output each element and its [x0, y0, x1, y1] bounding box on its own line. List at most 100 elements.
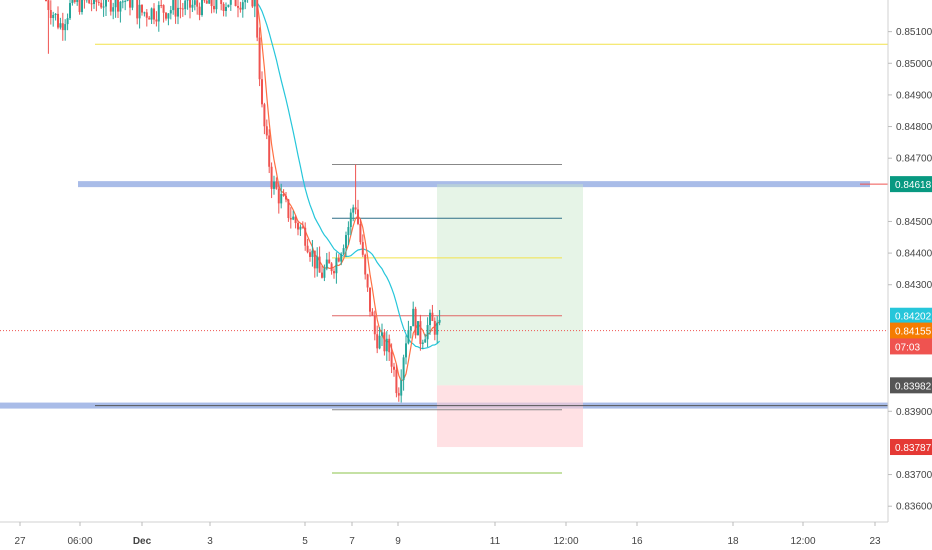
candle[interactable] [112, 2, 115, 20]
candle[interactable] [227, 4, 230, 8]
candle[interactable] [90, 0, 93, 12]
candle[interactable] [371, 308, 374, 316]
candle[interactable] [256, 0, 259, 42]
candle[interactable] [414, 306, 417, 339]
candle[interactable] [141, 4, 143, 16]
candle[interactable] [366, 273, 369, 292]
candle[interactable] [328, 251, 331, 264]
candle[interactable] [342, 244, 345, 256]
candle[interactable] [299, 224, 302, 236]
candle[interactable] [297, 220, 299, 236]
candle[interactable] [400, 369, 403, 403]
candle[interactable] [309, 248, 311, 262]
candle[interactable] [117, 0, 119, 19]
candle[interactable] [376, 325, 379, 354]
candle[interactable] [225, 2, 227, 17]
candle[interactable] [153, 3, 155, 25]
candle[interactable] [306, 238, 309, 254]
candle[interactable] [157, 1, 160, 32]
candle[interactable] [373, 310, 376, 341]
candle[interactable] [381, 323, 383, 347]
candle[interactable] [201, 0, 203, 17]
candle[interactable] [45, 0, 47, 2]
candle[interactable] [88, 0, 91, 4]
candle[interactable] [292, 210, 295, 221]
candle[interactable] [169, 5, 172, 20]
candle[interactable] [289, 207, 292, 229]
candle[interactable] [393, 362, 395, 377]
candle[interactable] [424, 333, 427, 343]
candle[interactable] [73, 0, 76, 4]
candle[interactable] [337, 254, 340, 263]
candle[interactable] [361, 234, 364, 258]
candle[interactable] [160, 0, 163, 9]
candle[interactable] [311, 239, 314, 267]
candle[interactable] [251, 0, 254, 8]
candle[interactable] [438, 310, 441, 326]
zone-resistance[interactable] [78, 181, 870, 188]
candle[interactable] [345, 231, 347, 258]
candle[interactable] [191, 0, 194, 12]
candle[interactable] [436, 316, 439, 344]
candle[interactable] [268, 129, 271, 174]
candle[interactable] [417, 320, 419, 336]
candle[interactable] [282, 189, 285, 197]
candle[interactable] [325, 252, 328, 271]
candle[interactable] [179, 0, 182, 19]
candle[interactable] [193, 0, 196, 11]
candle[interactable] [189, 0, 191, 19]
candle[interactable] [165, 12, 167, 21]
candle[interactable] [167, 13, 170, 26]
candle[interactable] [208, 0, 211, 4]
candle[interactable] [107, 0, 109, 2]
candle[interactable] [385, 331, 388, 361]
candle[interactable] [220, 0, 223, 11]
candle[interactable] [105, 0, 107, 17]
candle[interactable] [119, 0, 122, 23]
candle[interactable] [71, 0, 74, 6]
candle[interactable] [340, 252, 343, 266]
candle[interactable] [349, 208, 352, 236]
candle[interactable] [150, 7, 153, 25]
position-profit-zone[interactable] [437, 184, 583, 386]
candle[interactable] [109, 0, 112, 16]
candle[interactable] [54, 13, 57, 21]
candle[interactable] [76, 0, 79, 6]
candle[interactable] [397, 387, 400, 402]
candle[interactable] [388, 334, 391, 361]
candle[interactable] [148, 15, 151, 20]
candle[interactable] [205, 0, 208, 4]
candle[interactable] [172, 0, 175, 15]
candle[interactable] [237, 0, 239, 18]
candle[interactable] [174, 0, 177, 24]
candle[interactable] [239, 1, 242, 13]
candle[interactable] [229, 0, 232, 11]
candle[interactable] [313, 250, 316, 278]
candle[interactable] [277, 184, 280, 214]
candle[interactable] [359, 219, 362, 245]
candle[interactable] [85, 0, 88, 3]
candle[interactable] [301, 221, 304, 229]
candle[interactable] [378, 327, 381, 350]
candle[interactable] [304, 222, 307, 251]
candle[interactable] [407, 320, 410, 345]
candle[interactable] [390, 343, 393, 374]
candle[interactable] [138, 0, 141, 29]
candle[interactable] [61, 12, 64, 41]
candle[interactable] [402, 354, 405, 391]
candle[interactable] [114, 0, 117, 18]
candle[interactable] [287, 198, 290, 222]
candle[interactable] [318, 246, 321, 273]
candle[interactable] [136, 0, 139, 25]
candle[interactable] [285, 192, 287, 203]
candle[interactable] [244, 0, 247, 10]
candle[interactable] [316, 247, 319, 277]
candle[interactable] [93, 0, 95, 9]
candle[interactable] [181, 2, 184, 17]
candle[interactable] [64, 19, 67, 41]
candle[interactable] [66, 13, 69, 31]
candle[interactable] [126, 0, 129, 2]
candle[interactable] [241, 0, 244, 18]
position-loss-zone[interactable] [437, 385, 583, 448]
